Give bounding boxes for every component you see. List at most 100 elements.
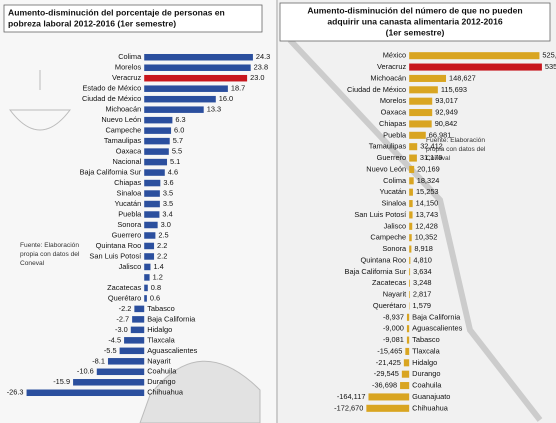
bar — [96, 368, 145, 376]
value-label: 3,248 — [413, 278, 432, 287]
category-label: Campeche — [370, 233, 406, 242]
bar — [134, 305, 145, 313]
value-label: -15,465 — [377, 346, 402, 355]
chart-title: Aumento-disminución del número de que no… — [307, 5, 522, 15]
value-label: 2.2 — [157, 241, 167, 250]
bar — [144, 74, 248, 82]
value-label: 93,017 — [435, 96, 458, 105]
category-label: Jalisco — [119, 262, 142, 271]
cartoon-bag — [139, 360, 261, 423]
source-note: Coneval — [426, 155, 451, 162]
category-label: Tlaxcala — [147, 335, 175, 344]
value-label: 6.0 — [174, 126, 184, 135]
bar — [409, 154, 417, 162]
bar — [409, 222, 413, 230]
bar — [409, 188, 413, 196]
category-label: Querétaro — [108, 293, 141, 302]
bar — [406, 313, 410, 321]
category-label: San Luis Potosí — [89, 251, 142, 260]
bar — [409, 109, 433, 117]
value-label: 66,981 — [429, 130, 452, 139]
value-label: 32,412 — [420, 142, 443, 151]
bar — [409, 86, 438, 94]
category-label: San Luis Potosí — [354, 210, 407, 219]
category-label: Estado de México — [82, 84, 141, 93]
bar — [144, 263, 151, 271]
value-label: 1.4 — [153, 262, 163, 271]
bar — [409, 291, 410, 299]
bar — [409, 268, 411, 276]
category-label: Colima — [118, 52, 142, 61]
value-label: 5.1 — [170, 157, 180, 166]
bar — [132, 316, 145, 323]
value-label: 3.5 — [163, 188, 173, 197]
value-label: -2.2 — [119, 304, 132, 313]
category-label: Veracruz — [112, 73, 141, 82]
category-label: Sinaloa — [117, 188, 143, 197]
value-label: -164,117 — [337, 392, 366, 401]
value-label: 2,817 — [413, 290, 432, 299]
bar — [26, 389, 145, 397]
value-label: -9,081 — [383, 335, 404, 344]
category-label: Morelos — [115, 63, 142, 72]
category-label: Nayarit — [383, 290, 406, 299]
bar — [409, 165, 415, 173]
value-label: -9,000 — [383, 324, 404, 333]
category-label: Nuevo León — [366, 164, 406, 173]
bar — [409, 234, 412, 242]
value-label: 18.7 — [231, 84, 245, 93]
bar — [144, 169, 165, 176]
bar — [409, 143, 418, 151]
category-label: Jalisco — [384, 221, 407, 230]
bar — [144, 137, 170, 145]
category-label: Nacional — [112, 157, 141, 166]
category-label: Zacatecas — [107, 283, 141, 292]
category-label: Michoacán — [370, 73, 406, 82]
value-label: -8.1 — [92, 356, 105, 365]
category-label: Tlaxcala — [412, 346, 440, 355]
value-label: 90,842 — [435, 119, 458, 128]
source-note: Coneval — [20, 260, 45, 267]
bar — [144, 148, 169, 155]
source-note: propia con datos del — [426, 146, 486, 153]
source-note: propia con datos del — [20, 251, 80, 258]
bar — [405, 347, 410, 355]
value-label: 8,918 — [414, 244, 433, 253]
bar — [144, 53, 253, 61]
bar — [401, 370, 410, 378]
value-label: 24.3 — [256, 52, 270, 61]
category-label: Durango — [147, 377, 175, 386]
value-label: -2.7 — [116, 314, 129, 323]
bar — [409, 279, 410, 287]
category-label: Sonora — [382, 244, 407, 253]
value-label: 0.6 — [150, 293, 160, 302]
value-label: 10,352 — [415, 233, 438, 242]
bar — [144, 211, 160, 218]
category-label: Tabasco — [147, 304, 175, 313]
value-label: 2.2 — [157, 251, 167, 260]
category-label: Tabasco — [412, 335, 440, 344]
bar — [144, 116, 173, 124]
bar — [144, 190, 160, 197]
bar — [144, 284, 148, 292]
bar — [73, 379, 145, 386]
value-label: 15,253 — [416, 187, 439, 196]
bar — [409, 74, 447, 82]
category-label: Durango — [412, 369, 440, 378]
value-label: 115,693 — [441, 85, 467, 94]
category-label: Oaxaca — [381, 108, 407, 117]
category-label: Chihuahua — [412, 403, 449, 412]
bar — [366, 404, 410, 412]
value-label: -36,698 — [372, 381, 397, 390]
category-label: Querétaro — [373, 301, 406, 310]
value-label: -8,937 — [383, 312, 404, 321]
category-label: Chiapas — [114, 178, 141, 187]
value-label: 1.2 — [153, 272, 163, 281]
value-label: 23.8 — [254, 63, 268, 72]
bar — [409, 245, 412, 253]
category-label: Michoacán — [105, 105, 141, 114]
bar — [144, 274, 150, 281]
value-label: -15.9 — [53, 377, 70, 386]
category-label: Sinaloa — [382, 199, 408, 208]
bar — [144, 295, 147, 302]
